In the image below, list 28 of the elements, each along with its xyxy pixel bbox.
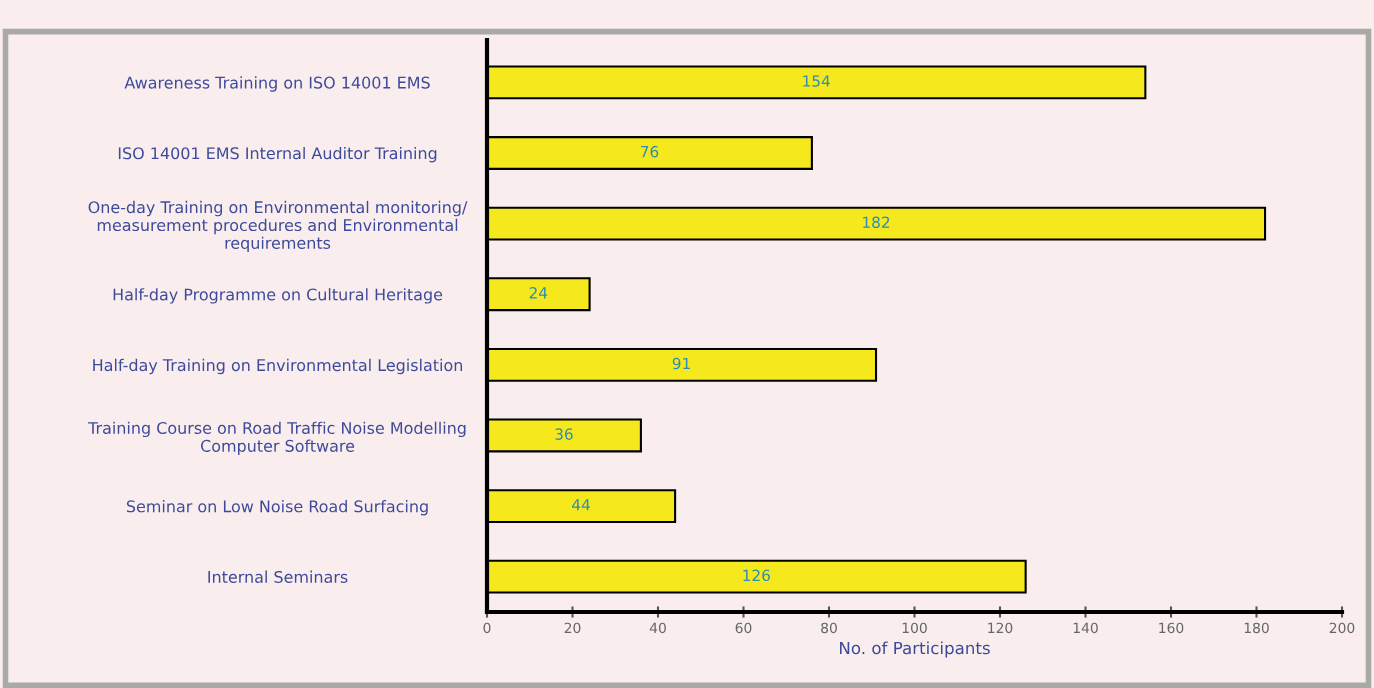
- y-tick-label: Seminar on Low Noise Road Surfacing: [126, 500, 428, 516]
- y-tick-label: Internal Seminars: [208, 570, 348, 583]
- x-tick-label: 200: [1329, 622, 1355, 634]
- y-tick-label: Awareness Training on ISO 14001 EMS: [124, 76, 430, 92]
- x-tick-label: 120: [988, 622, 1013, 634]
- data-label: 126: [743, 569, 770, 582]
- data-label: 182: [863, 216, 890, 229]
- x-tick-label: 160: [1159, 622, 1184, 634]
- data-label: 154: [803, 75, 830, 87]
- data-label: 24: [529, 287, 548, 299]
- y-tick-label: Half-day Training on Environmental Legislation: [93, 358, 463, 375]
- data-label: 76: [640, 145, 659, 158]
- data-label: 91: [672, 357, 690, 370]
- y-tick-label: Training Course on Road Traffic Noise Modelling Computer Software: [88, 421, 466, 455]
- x-tick-label: 0: [483, 622, 491, 634]
- x-axis-title: No. of Participants: [840, 641, 990, 658]
- x-tick-label: 180: [1244, 622, 1269, 634]
- x-tick-label: 40: [649, 622, 666, 634]
- y-tick-label: ISO 14001 EMS Internal Auditor Training: [118, 146, 437, 163]
- y-tick-label: One-day Training on Environmental monitoring/ measurement procedures and Environmental requirements: [88, 200, 468, 253]
- data-label: 36: [555, 428, 573, 440]
- x-tick-label: 140: [1073, 622, 1098, 634]
- x-tick-label: 100: [902, 622, 927, 634]
- x-tick-label: 20: [564, 622, 581, 634]
- x-tick-label: 60: [735, 622, 752, 634]
- data-label: 44: [572, 499, 590, 511]
- y-tick-label: Half-day Programme on Cultural Heritage: [113, 288, 443, 304]
- x-tick-label: 80: [821, 622, 837, 634]
